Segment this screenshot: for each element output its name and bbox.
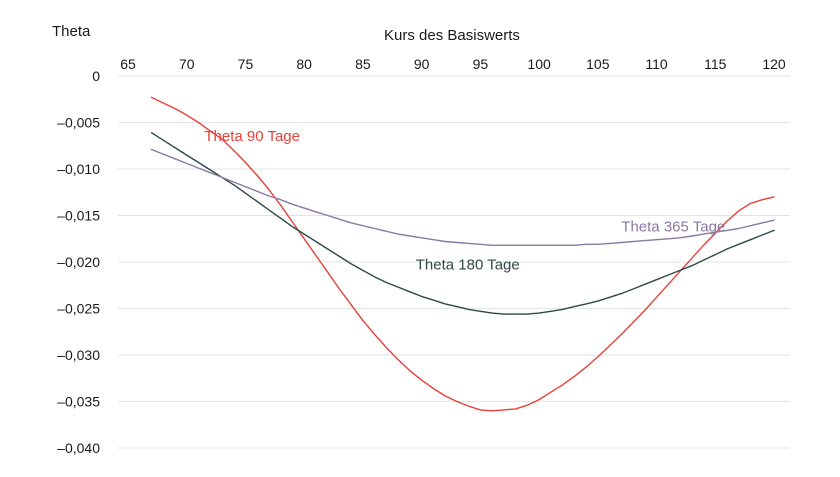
x-axis-title: Kurs des Basiswerts	[384, 27, 520, 44]
y-axis-ticks: 0 –0,005 –0,010 –0,015 –0,020 –0,025 –0,030 –0,…	[57, 68, 100, 456]
y-tick-label: –0,040	[57, 440, 100, 456]
y-tick-label: –0,025	[57, 301, 100, 317]
y-tick-label: –0,010	[57, 161, 100, 177]
x-tick-label: 105	[586, 56, 610, 72]
y-tick-label: –0,005	[57, 115, 100, 131]
y-tick-label: –0,035	[57, 394, 100, 410]
y-tick-label: 0	[92, 68, 100, 84]
x-tick-label: 100	[527, 56, 551, 72]
series-label-2: Theta 180 Tage	[416, 256, 520, 273]
y-tick-label: –0,030	[57, 347, 100, 363]
y-axis-title: Theta	[52, 23, 91, 40]
series-lines	[150, 96, 775, 412]
x-tick-label: 110	[645, 56, 668, 72]
series-label-1: Theta 90 Tage	[204, 128, 300, 145]
series-label-3: Theta 365 Tage	[621, 218, 725, 235]
x-tick-label: 115	[704, 56, 727, 72]
x-tick-label: 90	[414, 56, 430, 72]
series-line-1	[150, 96, 775, 412]
x-tick-label: 120	[762, 56, 786, 72]
series-line-2	[150, 131, 775, 315]
x-tick-label: 85	[355, 56, 371, 72]
x-tick-label: 70	[179, 56, 195, 72]
x-tick-label: 75	[238, 56, 254, 72]
series-line-3	[150, 148, 775, 247]
x-tick-label: 80	[296, 56, 312, 72]
y-tick-label: –0,015	[57, 208, 100, 224]
series-labels: Theta 90 Tage Theta 180 Tage Theta 365 Tag…	[204, 128, 725, 273]
gridlines	[118, 75, 790, 449]
x-axis-ticks: 65 70 75 80 85 90 95 100 105 110 115 120	[120, 56, 786, 72]
y-tick-label: –0,020	[57, 254, 100, 270]
x-tick-label: 65	[120, 56, 136, 72]
x-tick-label: 95	[473, 56, 489, 72]
